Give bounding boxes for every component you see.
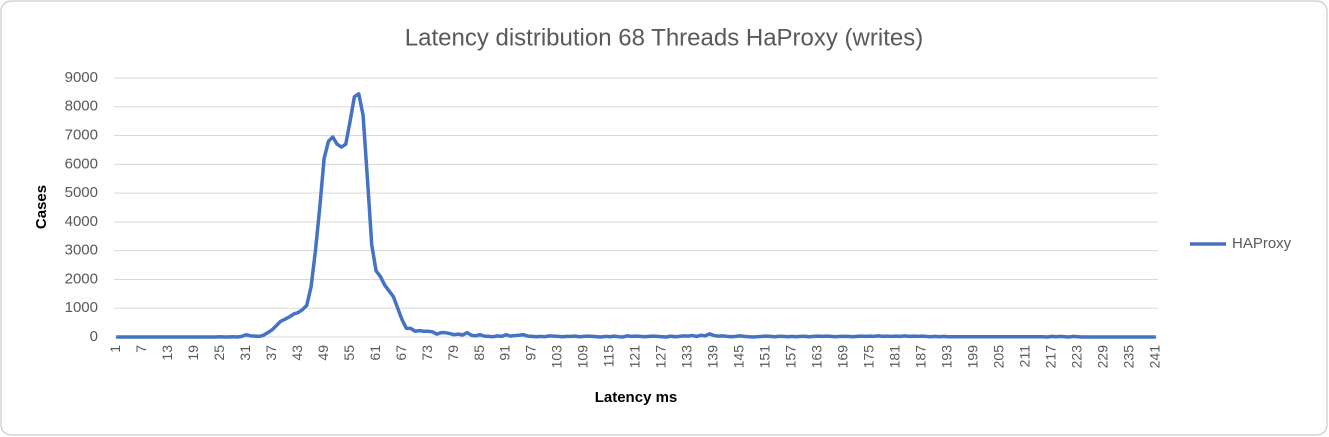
y-tick-label: 7000 [65, 127, 98, 144]
x-tick-label: 73 [419, 345, 435, 361]
y-tick-label: 8000 [65, 98, 98, 115]
x-tick-label: 109 [575, 345, 591, 369]
x-tick-label: 187 [913, 345, 929, 369]
x-tick-label: 151 [757, 345, 773, 369]
x-tick-label: 91 [497, 345, 513, 361]
x-tick-label: 223 [1069, 345, 1085, 369]
y-tick-label: 3000 [65, 242, 98, 259]
legend-label: HAProxy [1232, 235, 1292, 252]
y-tick-label: 6000 [65, 155, 98, 172]
series-line [116, 92, 1156, 339]
x-tick-label: 163 [809, 345, 825, 369]
y-tick-label: 5000 [65, 184, 98, 201]
x-tick-label: 175 [861, 345, 877, 369]
x-tick-label: 121 [627, 345, 643, 369]
x-tick-label: 49 [315, 345, 331, 361]
y-tick-label: 2000 [65, 270, 98, 287]
x-tick-label: 139 [705, 345, 721, 369]
x-tick-label: 127 [653, 345, 669, 369]
x-tick-label: 43 [289, 345, 305, 361]
x-tick-label: 13 [159, 345, 175, 361]
x-tick-label: 229 [1095, 345, 1111, 369]
x-tick-label: 205 [991, 345, 1007, 369]
y-tick-label: 4000 [65, 213, 98, 230]
x-tick-label: 97 [523, 345, 539, 361]
x-tick-label: 7 [133, 345, 149, 353]
y-tick-label: 9000 [65, 69, 98, 86]
x-tick-label: 217 [1043, 345, 1059, 369]
x-tick-label: 133 [679, 345, 695, 369]
x-tick-label: 181 [887, 345, 903, 369]
x-tick-label: 211 [1017, 345, 1033, 368]
x-tick-label: 115 [601, 345, 617, 368]
y-tick-label: 1000 [65, 299, 98, 316]
x-tick-label: 19 [185, 345, 201, 361]
x-tick-label: 67 [393, 345, 409, 361]
x-tick-label: 145 [731, 345, 747, 369]
x-tick-label: 157 [783, 345, 799, 369]
x-tick-label: 235 [1121, 345, 1137, 369]
x-tick-label: 31 [237, 345, 253, 361]
x-tick-label: 55 [341, 345, 357, 361]
chart-title: Latency distribution 68 Threads HaProxy … [405, 24, 923, 51]
x-tick-label: 61 [367, 345, 383, 361]
y-axis-label: Cases [33, 185, 50, 229]
x-tick-label: 169 [835, 345, 851, 369]
x-tick-label: 37 [263, 345, 279, 361]
x-tick-label: 1 [107, 345, 123, 353]
x-tick-label: 103 [549, 345, 565, 369]
x-tick-label: 193 [939, 345, 955, 369]
x-tick-label: 85 [471, 345, 487, 361]
y-tick-label: 0 [90, 328, 98, 345]
x-tick-label: 241 [1147, 345, 1163, 369]
x-tick-label: 25 [211, 345, 227, 361]
x-axis-label: Latency ms [595, 389, 678, 406]
x-tick-label: 79 [445, 345, 461, 361]
x-tick-label: 199 [965, 345, 981, 369]
